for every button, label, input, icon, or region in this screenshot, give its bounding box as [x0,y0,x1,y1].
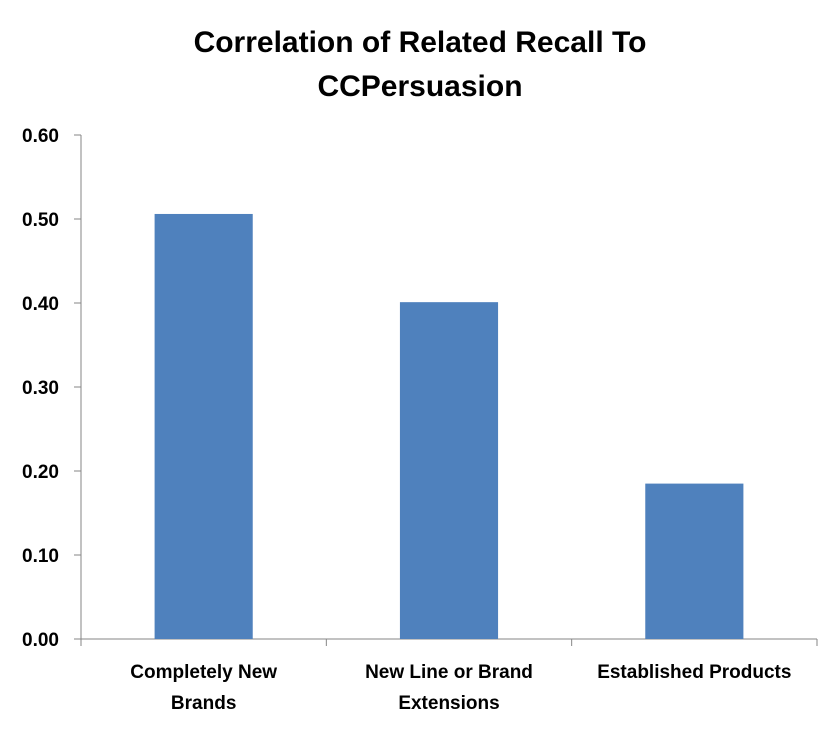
bars [154,213,744,639]
chart-title-line-2: CCPersuasion [317,70,522,103]
bar [645,483,744,639]
y-tick-label: 0.00 [22,630,59,651]
y-tick-label: 0.60 [22,126,59,147]
bar [154,213,253,639]
y-tick-label: 0.30 [22,378,59,399]
x-category-label: Completely New Brands [130,662,277,714]
x-axis [80,638,818,646]
y-tick-label: 0.50 [22,210,59,231]
y-tick-label: 0.40 [22,294,59,315]
x-category-label: Established Products [597,662,791,683]
y-tick-label: 0.10 [22,546,59,567]
y-axis: 0.00 0.10 0.20 0.30 0.40 0.50 0.60 [22,126,82,651]
x-category-label: New Line or Brand Extensions [365,662,533,714]
chart-title-line-1: Correlation of Related Recall To [194,26,647,59]
x-axis-labels: Completely New Brands New Line or Brand Ext… [130,662,791,714]
bar [399,302,499,639]
y-tick-label: 0.20 [22,462,59,483]
chart-title: Correlation of Related Recall To CCPersu… [194,26,647,103]
